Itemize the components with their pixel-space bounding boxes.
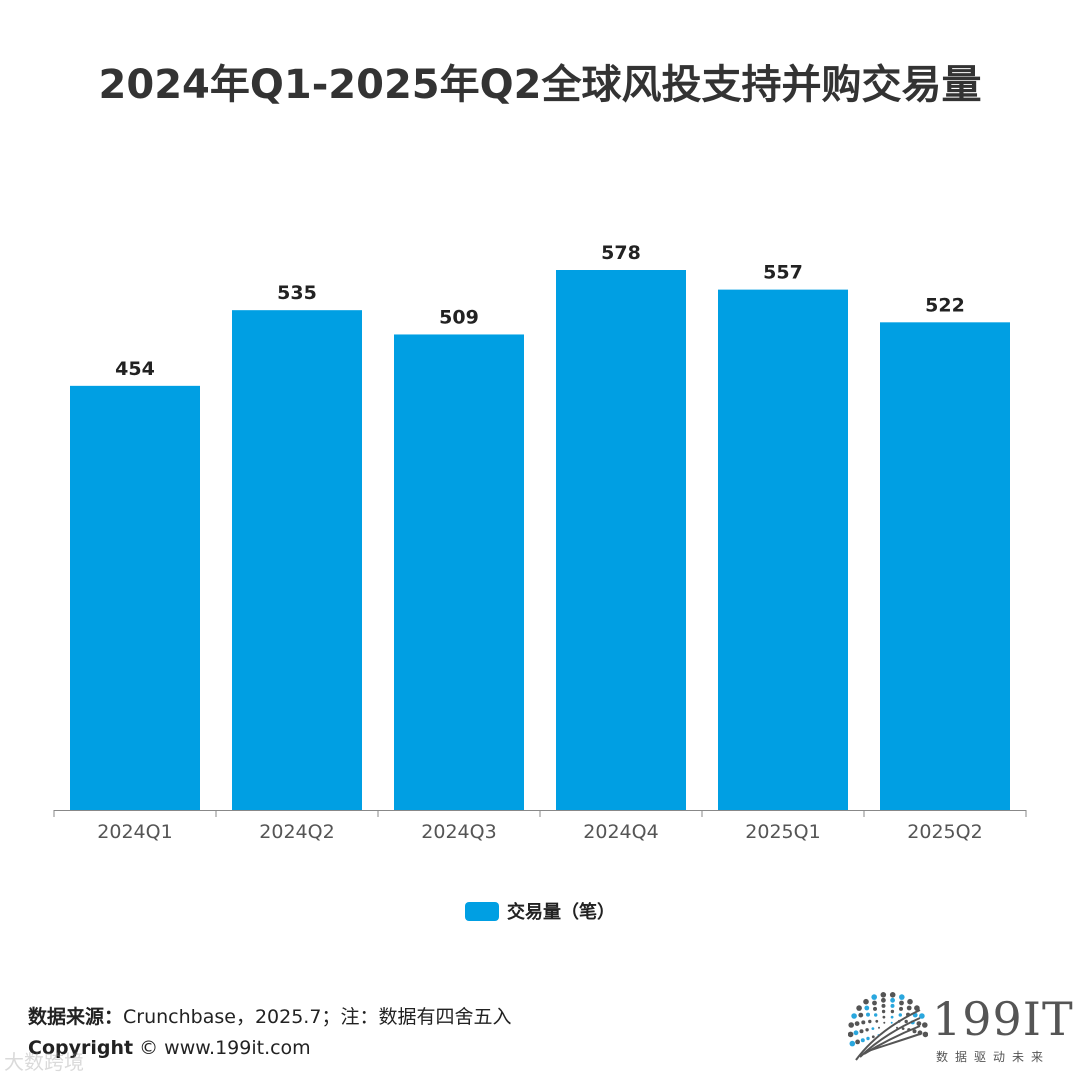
logo-dot <box>866 1012 870 1017</box>
data-label-2024Q2: 535 <box>277 282 317 304</box>
data-label-2024Q1: 454 <box>115 358 155 380</box>
logo-swoosh <box>867 1033 921 1052</box>
logo-dot <box>874 1013 878 1017</box>
x-tick-label-2024Q1: 2024Q1 <box>97 821 172 843</box>
source-label: 数据来源： <box>28 1006 124 1028</box>
logo-dot <box>899 994 905 1000</box>
logo-dot <box>851 1013 857 1019</box>
legend: 交易量（笔） <box>0 898 1080 924</box>
legend-swatch <box>465 901 499 921</box>
logo-dot <box>853 1030 859 1036</box>
logo-dot <box>855 1039 860 1045</box>
logo-dot <box>861 1020 866 1025</box>
logo-dot <box>906 1005 912 1011</box>
logo-dot <box>868 1019 872 1024</box>
x-tick-label-2025Q2: 2025Q2 <box>907 821 982 843</box>
logo-dot <box>916 1021 922 1026</box>
logo-dot <box>872 1000 877 1006</box>
logo-dot <box>864 1005 870 1011</box>
logo-dot <box>871 994 877 1000</box>
logo-text: 199IT <box>932 992 1074 1046</box>
logo-dot <box>871 1027 875 1030</box>
x-tick-label-2024Q4: 2024Q4 <box>583 821 658 843</box>
logo-dot <box>880 992 887 998</box>
data-label-2025Q1: 557 <box>763 262 803 284</box>
logo-dot <box>848 1031 854 1038</box>
bar-2025Q1 <box>718 289 848 810</box>
logo-199it: 199IT 数据驱动未来 <box>848 990 1073 1070</box>
copyright: Copyright © www.199it.com <box>28 1037 311 1059</box>
logo-dot <box>907 998 913 1005</box>
watermark: 大数跨境 <box>4 1050 84 1074</box>
logo-dot <box>922 1031 928 1038</box>
x-tick-label-2024Q3: 2024Q3 <box>421 821 496 843</box>
bar-2024Q3 <box>394 334 524 810</box>
logo-dot <box>858 1012 864 1018</box>
logo-dot <box>866 1036 870 1041</box>
logo-dot <box>854 1021 860 1026</box>
logo-dot <box>890 997 895 1003</box>
logo-dot <box>881 1003 886 1008</box>
logo-swoosh <box>855 1009 921 1061</box>
logo-dot <box>865 1028 869 1032</box>
x-tick-label-2025Q1: 2025Q1 <box>745 821 820 843</box>
source-text: Crunchbase，2025.7；注：数据有四舍五入 <box>123 1006 512 1028</box>
data-label-2025Q2: 522 <box>925 294 965 316</box>
bar-2025Q2 <box>880 322 1010 810</box>
data-label-2024Q4: 578 <box>601 242 641 264</box>
logo-dot <box>890 1003 895 1008</box>
bar-2024Q1 <box>70 385 200 810</box>
logo-dot <box>898 1013 902 1017</box>
logo-dot <box>899 1000 904 1006</box>
logo-dot <box>881 1009 886 1014</box>
dot-sphere-icon <box>848 992 928 1061</box>
logo-dot <box>873 1006 877 1011</box>
logo-dot <box>901 1027 905 1030</box>
logo-subtitle: 数据驱动未来 <box>936 1050 1051 1064</box>
logo-dot <box>860 1038 865 1043</box>
legend-label: 交易量（笔） <box>507 902 615 923</box>
logo-dot <box>889 992 896 998</box>
bar-2024Q2 <box>232 310 362 810</box>
logo-dot <box>859 1029 864 1034</box>
logo-dot <box>878 1026 880 1029</box>
logo-dot <box>912 1029 917 1034</box>
data-source: 数据来源：Crunchbase，2025.7；注：数据有四舍五入 <box>28 1002 511 1029</box>
logo-dot <box>904 1019 908 1024</box>
logo-dot <box>875 1019 879 1023</box>
copyright-text: © www.199it.com <box>133 1037 311 1059</box>
data-label-2024Q3: 509 <box>439 306 479 328</box>
logo-dot <box>881 997 886 1003</box>
logo-dot <box>882 1015 886 1019</box>
logo-dot <box>890 1015 894 1019</box>
logo-dot <box>919 1013 925 1019</box>
logo-dot <box>848 1022 854 1028</box>
logo-dot <box>890 1009 895 1014</box>
bar-chart: 454 2024Q1 535 2024Q2 509 2024Q3 578 2024Q4 557 2… <box>53 242 1027 843</box>
logo-dot <box>863 998 869 1005</box>
logo-dot <box>856 1005 862 1011</box>
logo-dot <box>922 1022 928 1028</box>
bar-2024Q4 <box>556 270 686 810</box>
chart-title: 2024年Q1-2025年Q2全球风投支持并购交易量 <box>98 62 982 108</box>
logo-dot <box>914 1005 920 1011</box>
copyright-label: Copyright <box>28 1037 134 1059</box>
logo-dot <box>890 1021 893 1024</box>
x-tick-label-2024Q2: 2024Q2 <box>259 821 334 843</box>
logo-dot <box>871 1035 875 1039</box>
logo-dot <box>899 1006 903 1011</box>
logo-dot <box>849 1040 856 1047</box>
logo-dot <box>883 1021 886 1024</box>
